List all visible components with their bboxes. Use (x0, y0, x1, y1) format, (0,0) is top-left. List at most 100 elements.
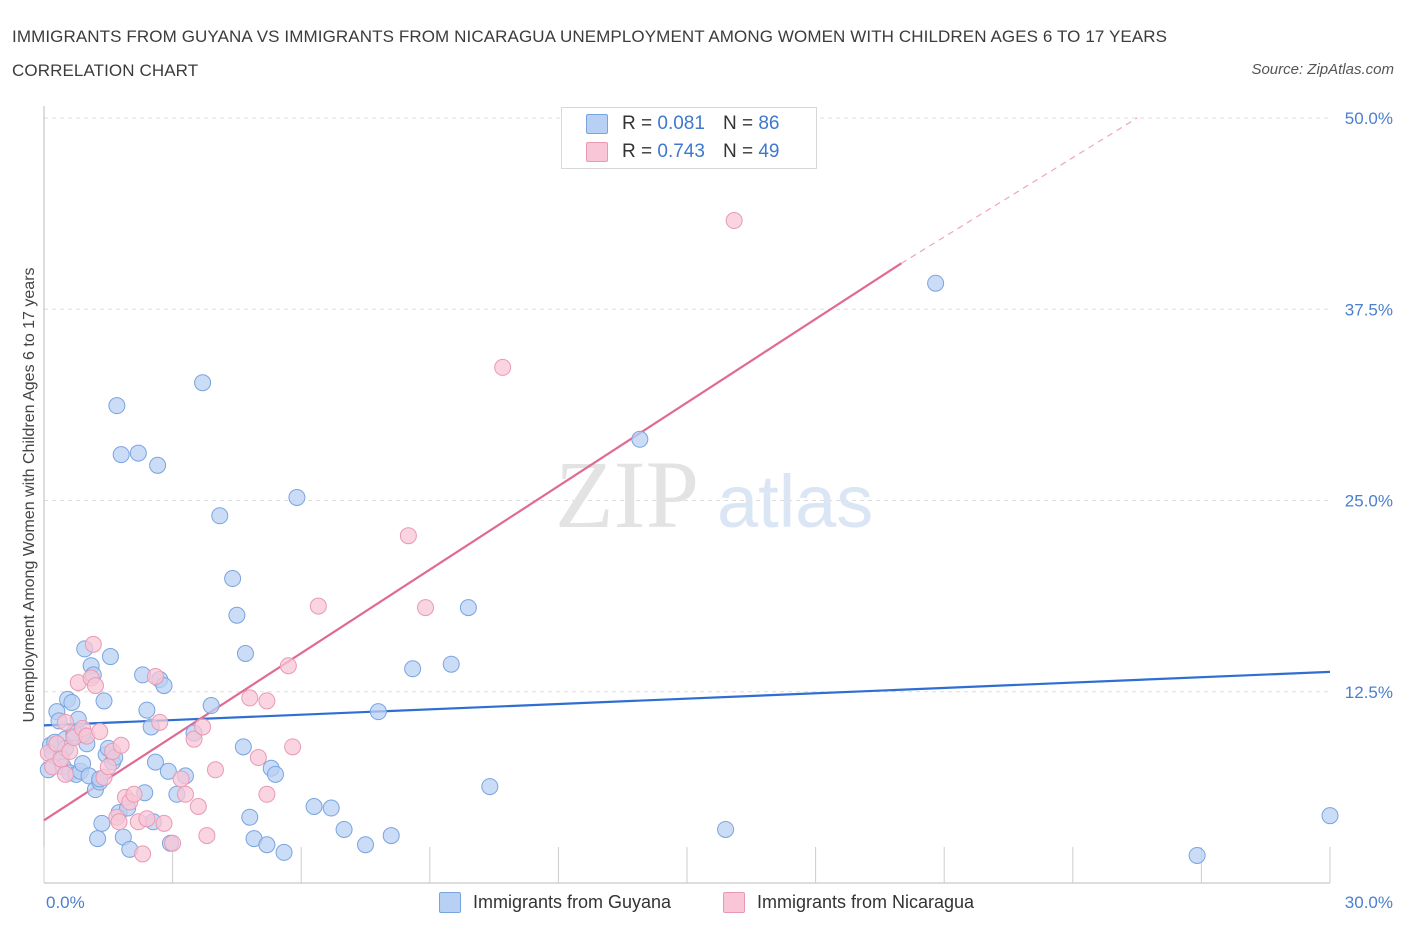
point-guyana (481, 778, 499, 796)
watermark-zip: ZIP (555, 441, 699, 548)
point-guyana (241, 808, 259, 826)
chart-title: IMMIGRANTS FROM GUYANA VS IMMIGRANTS FRO… (12, 27, 1168, 80)
x-tick-label: 0.0% (46, 893, 85, 912)
legend-r-value-nicaragua: 0.743 (657, 141, 705, 162)
x-tick-label: 30.0% (1345, 893, 1393, 912)
point-nicaragua (185, 730, 203, 748)
point-nicaragua (56, 713, 74, 731)
point-nicaragua (91, 723, 109, 741)
legend-n-label: N = (722, 141, 754, 162)
point-guyana (382, 827, 400, 845)
point-guyana (236, 645, 254, 662)
legend-swatch-guyana (586, 114, 608, 134)
trend-line-nicaragua (43, 262, 902, 822)
point-guyana (266, 765, 284, 783)
point-guyana (108, 397, 126, 415)
legend-swatch-nicaragua (586, 142, 608, 162)
trend-line-guyana (43, 670, 1331, 727)
point-nicaragua (146, 667, 164, 685)
point-nicaragua (125, 785, 143, 803)
point-guyana (146, 753, 164, 771)
point-guyana (202, 697, 220, 715)
bottom-legend-swatch-guyana (439, 891, 461, 913)
point-guyana (335, 820, 353, 838)
point-guyana (305, 798, 323, 815)
y-tick-labels: 12.5% 25.0% 37.5% 50.0% (1345, 109, 1393, 702)
point-guyana (459, 599, 477, 617)
point-guyana (89, 830, 107, 848)
point-nicaragua (417, 599, 435, 617)
point-guyana (258, 836, 276, 854)
point-guyana (211, 507, 229, 525)
point-guyana (159, 762, 177, 780)
point-guyana (442, 655, 460, 673)
point-guyana (234, 738, 252, 756)
point-nicaragua (86, 677, 104, 695)
point-nicaragua (249, 749, 267, 767)
point-nicaragua (99, 758, 117, 776)
point-nicaragua (206, 761, 224, 779)
legend-r-label: R = (622, 141, 653, 162)
y-tick-label: 50.0% (1345, 109, 1393, 128)
point-guyana (228, 606, 246, 624)
legend-row-guyana: R = 0.081 N = 86 (586, 111, 779, 137)
point-nicaragua (198, 827, 216, 845)
legend-n-value-nicaragua: 49 (758, 141, 780, 162)
point-nicaragua (56, 765, 74, 783)
y-axis-label: Unemployment Among Women with Children A… (21, 267, 38, 722)
trend-lines (43, 117, 1331, 822)
data-points (39, 212, 1339, 864)
legend-r-value-guyana: 0.081 (657, 113, 705, 134)
point-nicaragua (138, 810, 156, 828)
point-guyana (1321, 807, 1339, 825)
point-guyana (288, 488, 306, 506)
point-nicaragua (112, 736, 130, 754)
point-nicaragua (309, 597, 327, 615)
point-guyana (95, 692, 113, 710)
point-guyana (927, 274, 945, 292)
y-tick-label: 25.0% (1345, 492, 1393, 511)
point-nicaragua (172, 770, 190, 788)
point-guyana (369, 703, 387, 721)
point-guyana (717, 820, 735, 838)
stats-legend: R = 0.081 N = 86 R = 0.743 N = 49 (561, 107, 817, 169)
watermark: ZIP atlas (555, 441, 873, 548)
point-nicaragua (134, 845, 152, 863)
point-nicaragua (494, 358, 512, 376)
legend-n-value-guyana: 86 (758, 113, 780, 134)
point-nicaragua (151, 713, 169, 731)
point-guyana (404, 660, 422, 678)
point-nicaragua (176, 785, 194, 803)
point-nicaragua (258, 692, 276, 710)
point-nicaragua (155, 814, 173, 832)
point-guyana (224, 570, 242, 588)
point-guyana (129, 444, 147, 462)
point-guyana (63, 693, 81, 711)
point-nicaragua (164, 834, 182, 852)
point-guyana (138, 701, 156, 719)
point-nicaragua (279, 657, 297, 675)
point-nicaragua (189, 798, 207, 815)
point-guyana (194, 374, 212, 392)
point-guyana (101, 648, 119, 666)
y-tick-label: 12.5% (1345, 683, 1393, 702)
point-nicaragua (194, 718, 212, 736)
legend-row-nicaragua: R = 0.743 N = 49 (586, 139, 779, 165)
bottom-legend-nicaragua: Immigrants from Nicaragua (723, 888, 974, 916)
point-guyana (1188, 846, 1206, 864)
point-guyana (149, 456, 167, 474)
point-guyana (631, 430, 649, 448)
bottom-legend-guyana: Immigrants from Guyana (439, 888, 671, 916)
legend-n-label: N = (722, 113, 754, 134)
legend-r-label: R = (622, 113, 653, 134)
bottom-legend-swatch-nicaragua (723, 891, 745, 913)
source-label: Source: ZipAtlas.com (1251, 61, 1394, 78)
point-nicaragua (725, 212, 743, 230)
point-nicaragua (84, 635, 102, 653)
watermark-atlas: atlas (717, 460, 873, 543)
point-nicaragua (399, 527, 417, 545)
bottom-legend-label-guyana: Immigrants from Guyana (473, 891, 672, 912)
point-guyana (93, 814, 111, 832)
trend-line-nicaragua-extension (901, 117, 1138, 264)
